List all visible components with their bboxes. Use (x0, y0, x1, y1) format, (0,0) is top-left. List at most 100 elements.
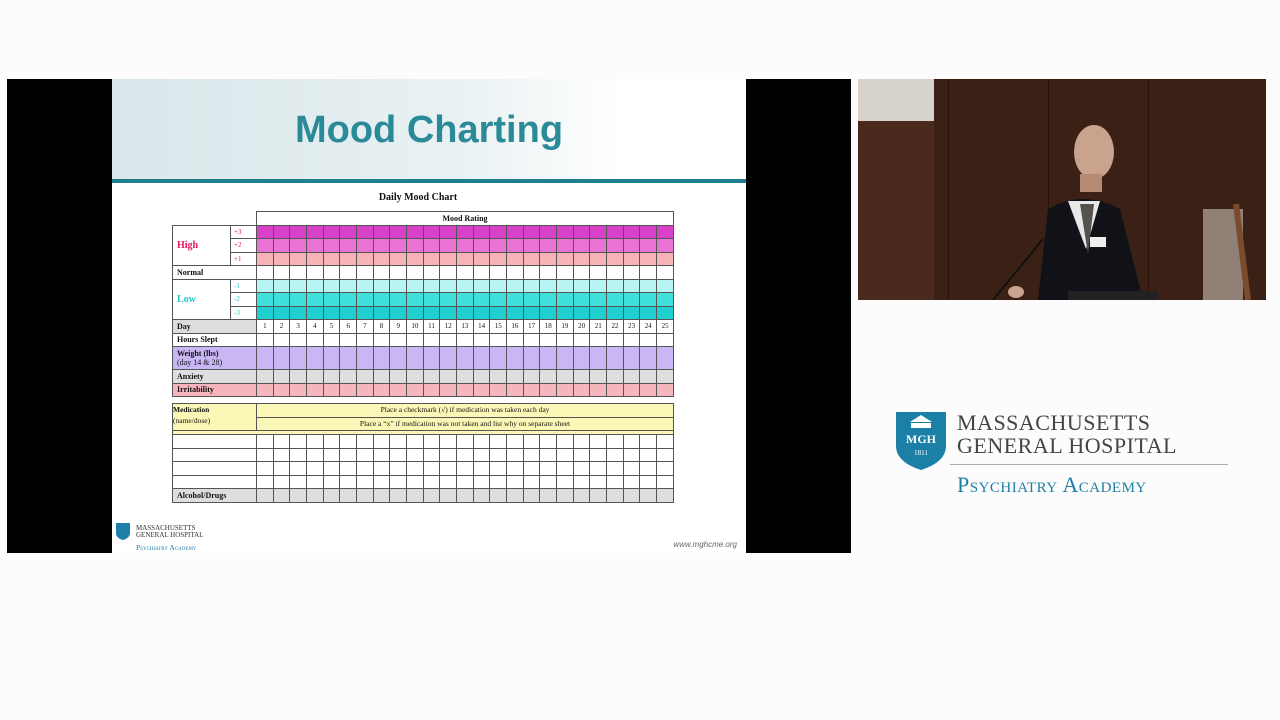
medication-cell (639, 447, 658, 462)
mood-cell (539, 238, 558, 253)
alcohol-cell (439, 488, 458, 503)
mood-cell (356, 224, 374, 239)
shield-text: MGH (906, 432, 937, 446)
medication-cell (289, 474, 308, 489)
anxiety-cell (356, 369, 374, 384)
sleep-cell (322, 332, 341, 347)
mood-cell (472, 265, 491, 280)
mood-cell (306, 278, 324, 293)
mood-cell (389, 278, 408, 293)
weight-cell (456, 346, 474, 370)
medication-cell (456, 461, 474, 476)
weight-cell (422, 346, 441, 370)
alcohol-cell (572, 488, 591, 503)
irritability-cell (489, 382, 508, 397)
mood-cell (472, 251, 491, 266)
mood-cell (489, 265, 508, 280)
alcohol-cell (622, 488, 641, 503)
medication-cell (372, 447, 391, 462)
anxiety-cell (539, 369, 558, 384)
logo-line-2: GENERAL HOSPITAL (136, 531, 204, 539)
medication-cell (489, 461, 508, 476)
irritability-cell (622, 382, 641, 397)
mood-cell (522, 305, 541, 320)
mood-cell (439, 265, 458, 280)
alcohol-cell (306, 488, 324, 503)
mood-cell (489, 292, 508, 307)
mood-cell (506, 238, 524, 253)
medication-cell (272, 461, 291, 476)
medication-cell (439, 461, 458, 476)
mood-cell (472, 292, 491, 307)
weight-cell (489, 346, 508, 370)
mood-cell (439, 278, 458, 293)
mood-cell (389, 238, 408, 253)
mood-cell (506, 292, 524, 307)
alcohol-cell (539, 488, 558, 503)
alcohol-cell (256, 488, 274, 503)
title-divider (112, 179, 746, 183)
alcohol-cell (456, 488, 474, 503)
sleep-cell (606, 332, 624, 347)
row-label-alcohol-drugs: Alcohol/Drugs (172, 488, 257, 503)
day-number: 6 (339, 319, 358, 334)
mood-cell (572, 224, 591, 239)
medication-cell (556, 461, 574, 476)
mood-cell (489, 278, 508, 293)
mood-cell (572, 305, 591, 320)
medication-name-cell (172, 461, 257, 476)
medication-cell (289, 461, 308, 476)
medication-cell (539, 474, 558, 489)
day-number: 1 (256, 319, 274, 334)
anxiety-cell (389, 369, 408, 384)
mood-cell (572, 238, 591, 253)
medication-cell (472, 434, 491, 449)
irritability-cell (422, 382, 441, 397)
medication-cell (456, 434, 474, 449)
mood-cell (456, 265, 474, 280)
weight-cell (439, 346, 458, 370)
mood-cell (439, 292, 458, 307)
anxiety-cell (322, 369, 341, 384)
anxiety-cell (272, 369, 291, 384)
irritability-cell (372, 382, 391, 397)
medication-cell (422, 461, 441, 476)
mood-cell (256, 224, 274, 239)
medication-cell (589, 434, 608, 449)
irritability-cell (256, 382, 274, 397)
medication-cell (572, 474, 591, 489)
day-number: 7 (356, 319, 374, 334)
medication-cell (256, 434, 274, 449)
mood-cell (656, 251, 674, 266)
row-label-irritability: Irritability (172, 382, 257, 397)
medication-cell (556, 434, 574, 449)
irritability-cell (589, 382, 608, 397)
sleep-cell (256, 332, 274, 347)
irritability-cell (456, 382, 474, 397)
mood-cell (522, 292, 541, 307)
medication-cell (622, 474, 641, 489)
weight-cell (622, 346, 641, 370)
medication-cell (639, 434, 658, 449)
medication-cell (372, 461, 391, 476)
medication-cell (306, 434, 324, 449)
day-number: 8 (372, 319, 391, 334)
mood-cell (572, 278, 591, 293)
anxiety-cell (406, 369, 424, 384)
medication-cell (389, 447, 408, 462)
anxiety-cell (506, 369, 524, 384)
mood-cell (639, 292, 658, 307)
anxiety-cell (306, 369, 324, 384)
medication-sublabel: (name/dose) (173, 416, 211, 425)
irritability-cell (656, 382, 674, 397)
mood-cell (506, 305, 524, 320)
medication-instruction-2: Place a “x” if medication was not taken … (256, 416, 674, 431)
medication-cell (256, 474, 274, 489)
sleep-cell (556, 332, 574, 347)
mood-cell (489, 224, 508, 239)
mood-cell (306, 238, 324, 253)
weight-cell (572, 346, 591, 370)
medication-cell (272, 434, 291, 449)
mood-cell (322, 265, 341, 280)
anxiety-cell (439, 369, 458, 384)
